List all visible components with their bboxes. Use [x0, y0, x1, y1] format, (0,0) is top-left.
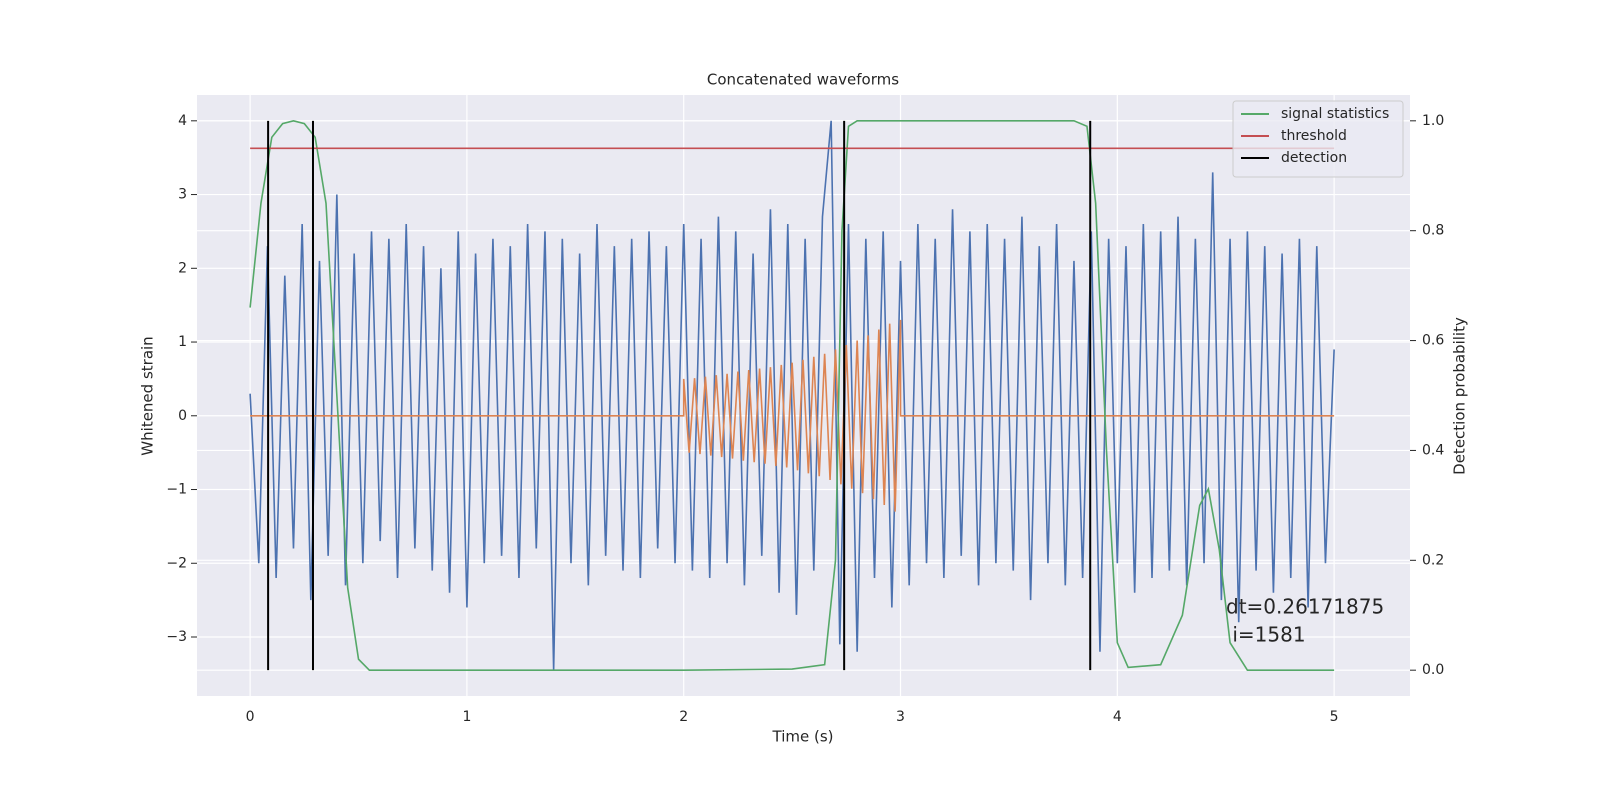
- series-line: [249, 120, 1335, 671]
- y-tick-label: 1: [178, 334, 187, 350]
- series-line: [250, 319, 1335, 512]
- x-tick-label: 3: [896, 709, 905, 725]
- y-tick-label: 3: [178, 187, 187, 203]
- y2-axis-label: Detection probability: [1451, 317, 1469, 475]
- legend-label: signal statistics: [1281, 106, 1389, 122]
- y-tick-label: −3: [166, 629, 187, 645]
- y-tick-label: −1: [166, 482, 187, 498]
- x-tick-label: 4: [1113, 709, 1122, 725]
- x-axis-label: Time (s): [772, 728, 834, 746]
- y2-tick-label: 0.0: [1422, 662, 1444, 678]
- y-tick-label: 0: [178, 408, 187, 424]
- y-axis-label: Whitened strain: [139, 336, 157, 455]
- legend-box: [1232, 100, 1404, 178]
- y-tick-label: −2: [166, 555, 187, 571]
- x-tick-label: 1: [462, 709, 471, 725]
- legend-label: threshold: [1281, 128, 1347, 144]
- chart-title: Concatenated waveforms: [707, 71, 899, 89]
- y2-tick-label: 0.8: [1422, 223, 1444, 239]
- x-tick-label: 0: [246, 709, 255, 725]
- legend-label: detection: [1281, 150, 1347, 166]
- y2-tick-label: 0.6: [1422, 333, 1444, 349]
- annotation: i=1581: [1226, 623, 1306, 647]
- y2-tick-label: 1.0: [1422, 113, 1444, 129]
- y2-tick-label: 0.2: [1422, 552, 1444, 568]
- annotation: dt=0.26171875: [1226, 595, 1384, 619]
- y2-tick-label: 0.4: [1422, 442, 1444, 458]
- y-tick-label: 2: [178, 260, 187, 276]
- series-line: [249, 119, 1335, 671]
- x-tick-label: 5: [1330, 709, 1339, 725]
- x-tick-label: 2: [679, 709, 688, 725]
- y-tick-label: 4: [178, 113, 187, 129]
